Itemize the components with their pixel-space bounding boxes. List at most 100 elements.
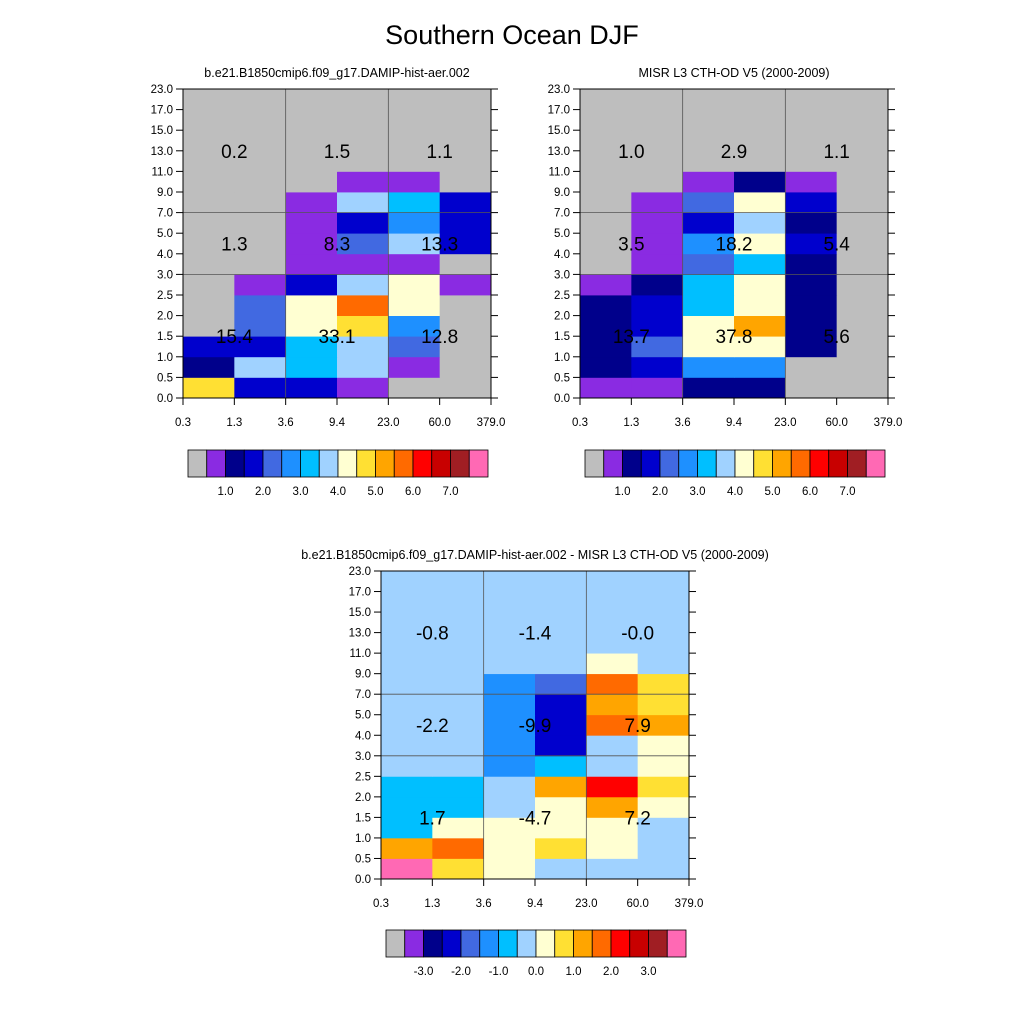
heatmap-cell — [388, 192, 441, 213]
heatmap-cell — [734, 212, 786, 234]
heatmap-cell — [388, 171, 441, 193]
x-tick-label: 9.4 — [527, 898, 544, 910]
heatmap-cell — [381, 817, 433, 839]
heatmap-cell — [535, 673, 587, 695]
colorbar-box — [243, 449, 264, 478]
colorbar-label: 2.0 — [603, 966, 619, 978]
heatmap-cell — [586, 755, 639, 777]
heatmap-cell — [682, 150, 735, 172]
heatmap-cell — [682, 89, 735, 110]
heatmap-cell — [183, 336, 235, 358]
heatmap-cell — [535, 571, 587, 592]
heatmap-cell — [337, 336, 389, 358]
heatmap-cell — [734, 192, 786, 213]
heatmap-cell — [785, 233, 838, 255]
y-tick-label: 9.0 — [157, 187, 173, 199]
heatmap-cell — [432, 837, 485, 859]
colorbar-box — [423, 929, 443, 958]
heatmap-cell — [432, 735, 485, 757]
heatmap-cell — [836, 315, 889, 337]
heatmap-cell — [580, 109, 632, 131]
heatmap-cell — [637, 755, 690, 777]
colorbar-label: 5.0 — [765, 486, 781, 498]
x-tick-label: 23.0 — [377, 417, 399, 429]
heatmap-cell — [381, 571, 433, 592]
y-tick-label: 13.0 — [151, 146, 173, 158]
heatmap-cell — [285, 295, 338, 316]
bin-sum-label: 33.1 — [319, 327, 356, 348]
heatmap-cell — [734, 253, 786, 275]
colorbar-box — [385, 929, 406, 958]
heatmap-cell — [483, 591, 536, 613]
panel-title: b.e21.B1850cmip6.f09_g17.DAMIP-hist-aer.… — [204, 66, 469, 80]
heatmap-cell — [234, 274, 287, 296]
bin-sum-label: 18.2 — [716, 235, 753, 256]
y-tick-label: 0.0 — [554, 393, 570, 405]
y-tick-label: 5.0 — [554, 228, 570, 240]
heatmap-cell — [388, 356, 441, 378]
heatmap-cell — [580, 315, 632, 337]
heatmap-cell — [631, 274, 684, 296]
heatmap-cell — [836, 109, 889, 131]
heatmap-cell — [535, 776, 587, 798]
heatmap-cell — [637, 796, 690, 818]
y-tick-label: 0.5 — [157, 372, 173, 384]
heatmap-cell — [682, 377, 735, 399]
y-tick-label: 5.0 — [157, 228, 173, 240]
y-tick-label: 15.0 — [151, 125, 173, 137]
heatmap-cell — [183, 315, 235, 337]
heatmap-cell — [483, 571, 536, 592]
heatmap-cell — [580, 171, 632, 193]
heatmap-cell — [483, 776, 536, 798]
heatmap-cell — [337, 130, 389, 152]
colorbar-label: 4.0 — [330, 486, 346, 498]
colorbar-box — [468, 449, 489, 478]
colorbar-box — [697, 449, 717, 478]
colorbar-box — [734, 449, 755, 478]
colorbar-box — [375, 449, 395, 478]
heatmap-cell — [183, 233, 235, 255]
y-tick-label: 17.0 — [548, 105, 570, 117]
heatmap-cell — [439, 295, 492, 316]
heatmap-cell — [183, 274, 235, 296]
x-tick-label: 0.3 — [175, 417, 191, 429]
heatmap-cell — [285, 233, 338, 255]
heatmap-cell — [285, 336, 338, 358]
colorbar-box — [629, 929, 649, 958]
colorbar-label: 6.0 — [405, 486, 421, 498]
heatmap-cell — [285, 171, 338, 193]
colorbar-box — [573, 929, 593, 958]
colorbar-box — [666, 929, 687, 958]
heatmap-cell — [432, 571, 485, 592]
heatmap-cell — [337, 89, 389, 110]
heatmap-cell — [285, 192, 338, 213]
y-tick-label: 23.0 — [548, 84, 570, 96]
colorbar-box — [393, 449, 414, 478]
heatmap-cell — [337, 109, 389, 131]
colorbar-label: 6.0 — [802, 486, 818, 498]
heatmap-cell — [337, 356, 389, 378]
heatmap-cell — [183, 377, 235, 399]
heatmap-cell — [631, 233, 684, 255]
y-tick-label: 4.0 — [355, 730, 371, 742]
colorbar-label: 2.0 — [255, 486, 271, 498]
heatmap-cell — [586, 735, 639, 757]
heatmap-cell — [381, 694, 433, 716]
bin-sum-label: 1.1 — [426, 142, 452, 163]
heatmap-cell — [682, 253, 735, 275]
y-tick-label: 1.0 — [554, 352, 570, 364]
y-tick-label: 2.5 — [157, 290, 173, 302]
heatmap-cell — [432, 591, 485, 613]
heatmap-cell — [785, 336, 838, 358]
heatmap-cell — [388, 315, 441, 337]
heatmap-cell — [586, 694, 639, 716]
heatmap-cell — [285, 89, 338, 110]
colorbar-box — [865, 449, 886, 478]
y-tick-label: 7.0 — [157, 208, 173, 220]
y-tick-label: 9.0 — [355, 669, 371, 681]
heatmap-cell — [535, 714, 587, 736]
heatmap-cell — [439, 89, 492, 110]
heatmap-cell — [631, 130, 684, 152]
heatmap-cell — [285, 130, 338, 152]
colorbar-box — [450, 449, 470, 478]
